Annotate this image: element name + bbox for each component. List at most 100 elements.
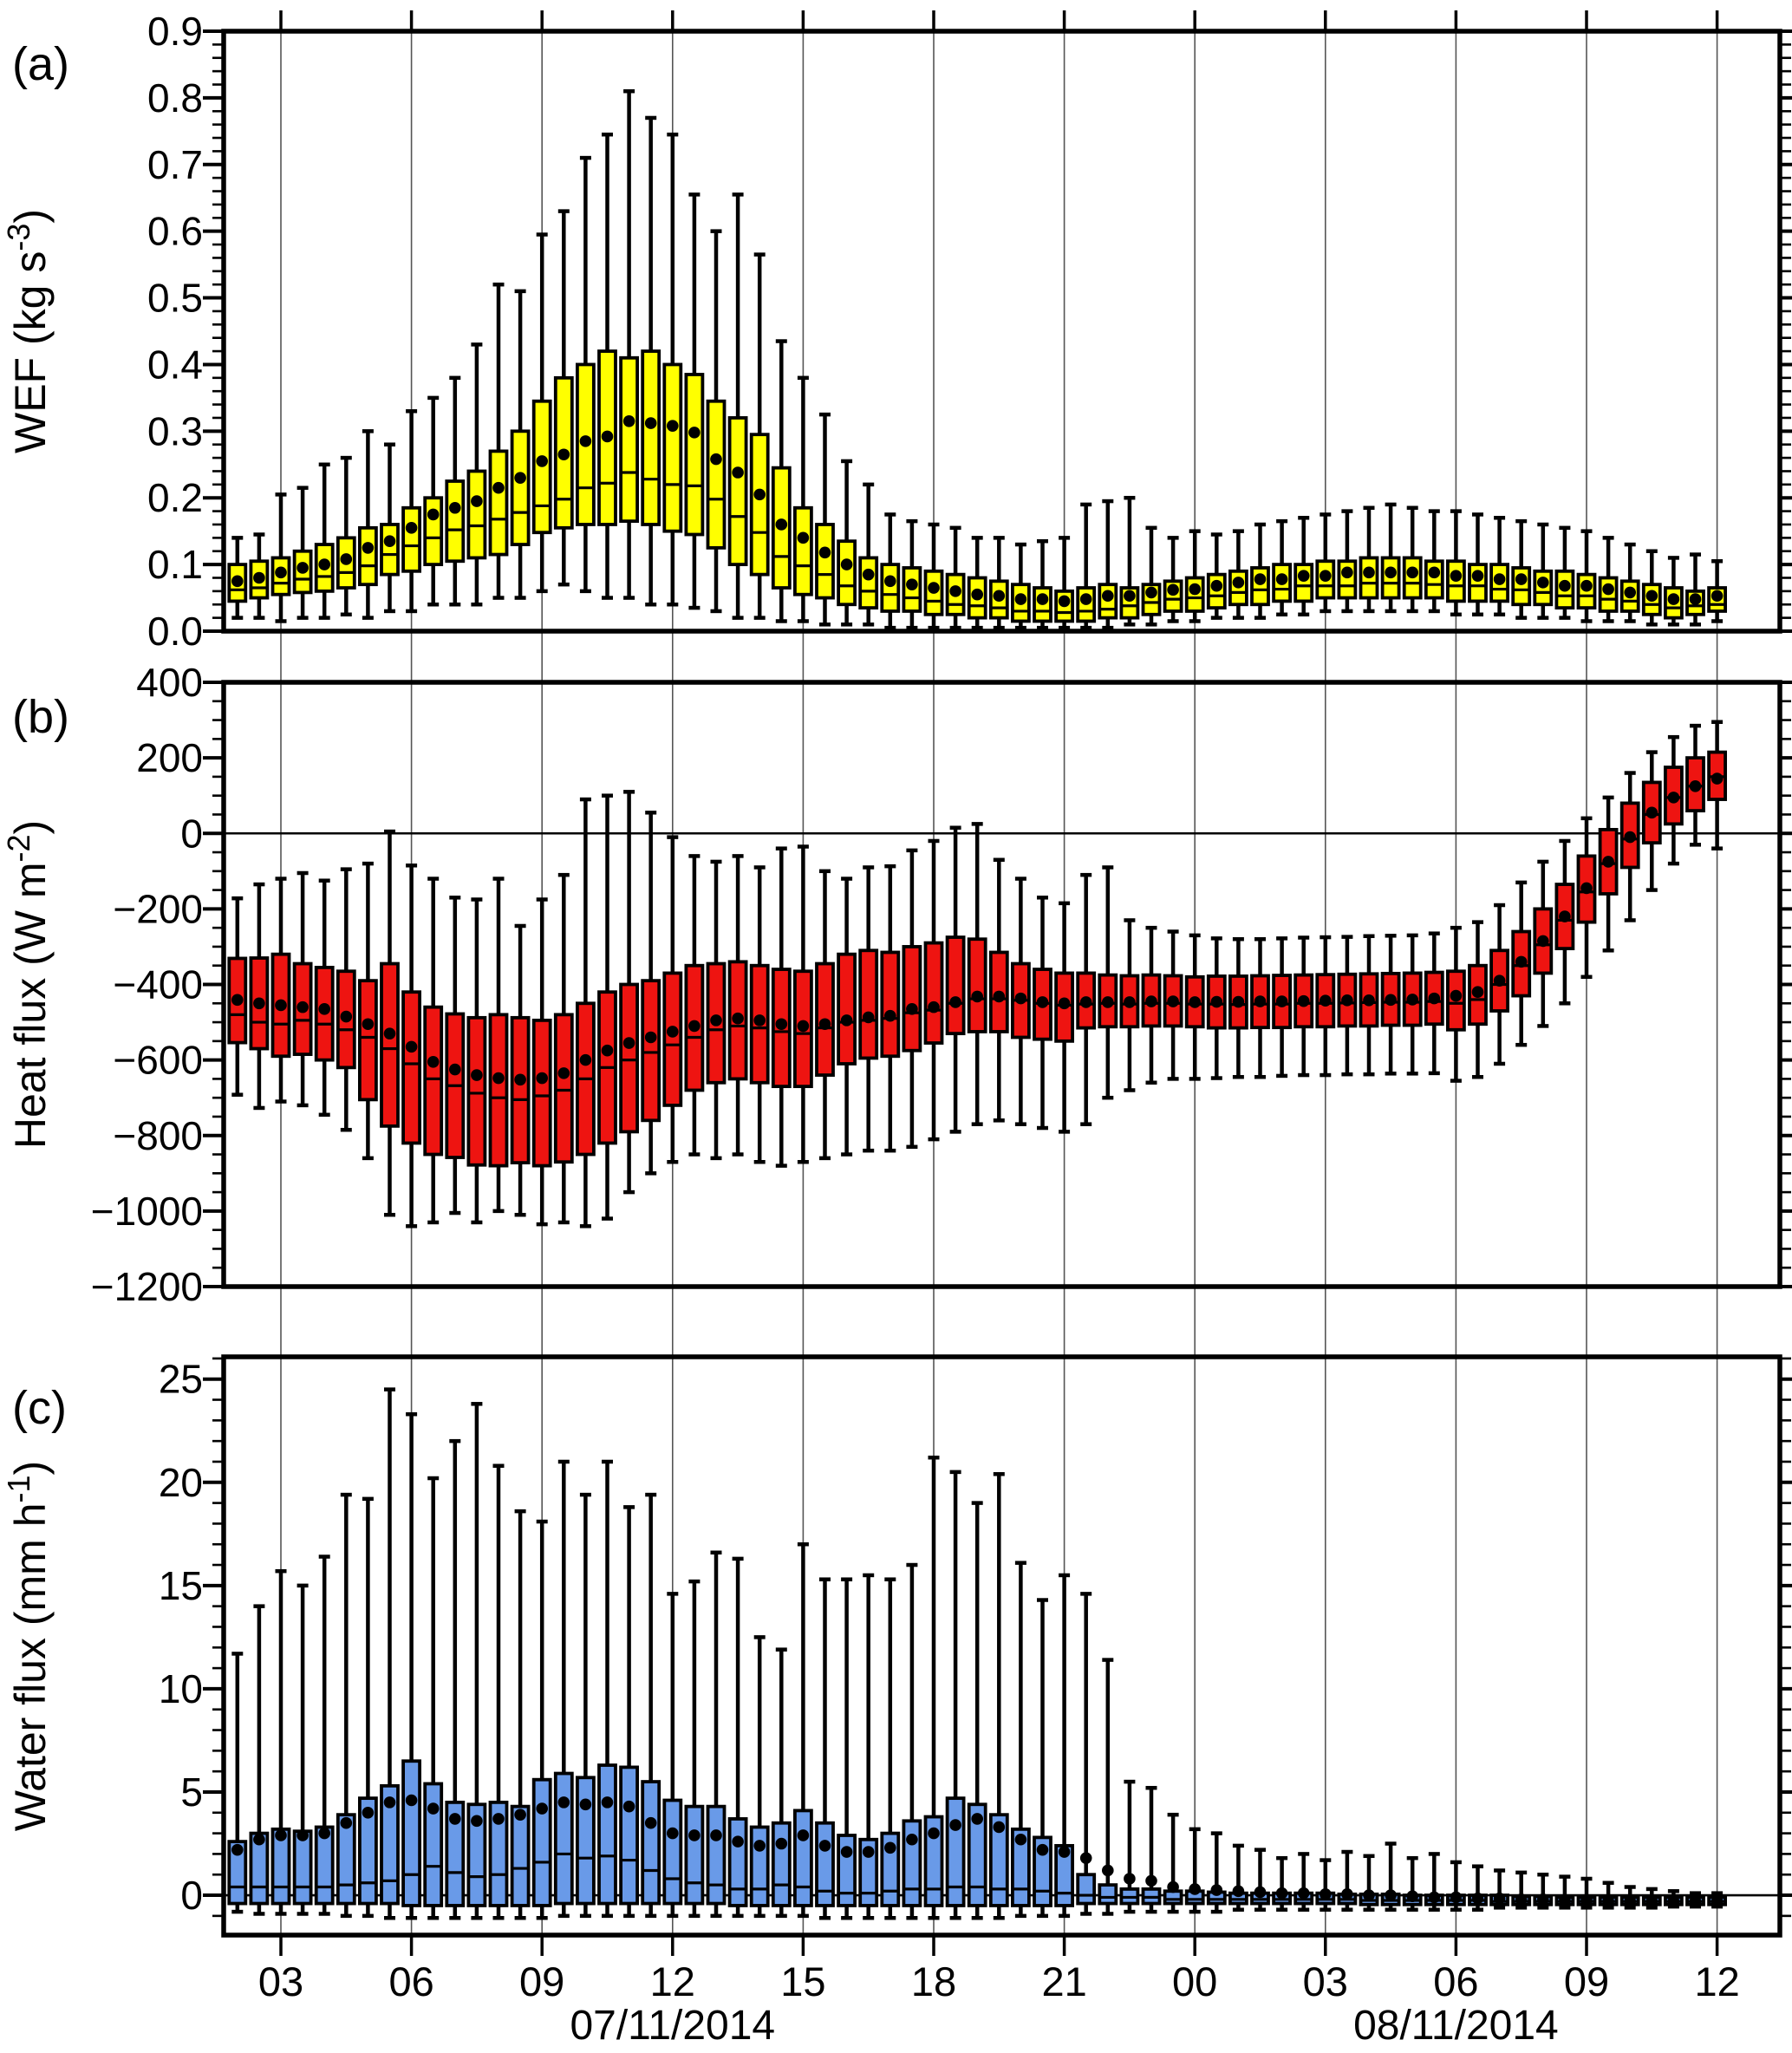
panel-a-box-31 — [902, 518, 922, 630]
panel-c-box-8 — [401, 1411, 422, 1920]
panel-c-box-25 — [771, 1647, 792, 1919]
panel-b-box-66 — [1664, 734, 1684, 866]
panel-a-box-66 — [1664, 556, 1684, 627]
panel-c-box-64 — [1619, 1885, 1640, 1910]
panel-b-box-61 — [1554, 838, 1575, 1006]
panel-a-box-45 — [1206, 532, 1227, 620]
panel-a-box-52 — [1359, 505, 1379, 614]
panel-a-ytick-label: 0.2 — [147, 475, 203, 520]
panel-a-letter: (a) — [12, 38, 69, 90]
panel-a-box-15 — [553, 209, 574, 587]
panel-b-box-51 — [1337, 935, 1358, 1077]
panel-a-box-36 — [1011, 542, 1031, 630]
panel-b-box-57 — [1468, 920, 1488, 1079]
panel-b-letter: (b) — [12, 691, 69, 743]
panel-a-box-30 — [880, 512, 901, 630]
panel-b-ytick-label: 0 — [180, 811, 203, 856]
panel-c-box-54 — [1402, 1855, 1423, 1912]
panel-a-box-37 — [1033, 538, 1052, 630]
panel-c-box-21 — [684, 1579, 705, 1919]
panel-c-ytick-label: 5 — [180, 1769, 203, 1815]
panel-b-box-28 — [837, 877, 857, 1157]
panel-c-box-59 — [1511, 1870, 1532, 1910]
panel-b-box-46 — [1228, 936, 1248, 1079]
panel-b-box-35 — [988, 857, 1009, 1123]
panel-a-ytick-label: 0.9 — [147, 9, 203, 54]
panel-c-ytick-label: 20 — [159, 1460, 203, 1505]
panel-c-box-41 — [1119, 1779, 1140, 1914]
panel-b-box-54 — [1402, 933, 1423, 1076]
panel-a-box-60 — [1533, 522, 1554, 620]
panel-b-ytick-label: −200 — [113, 886, 203, 931]
panel-c-ytick-label: 10 — [159, 1666, 203, 1711]
panel-c-box-14 — [531, 1519, 552, 1920]
panel-c-box-50 — [1315, 1858, 1336, 1912]
panel-b-box-23 — [727, 854, 748, 1157]
panel-c-box-9 — [423, 1476, 444, 1920]
panel-a-box-35 — [988, 536, 1009, 630]
panel-a-box-7 — [380, 442, 400, 614]
panel-a-box-57 — [1468, 512, 1488, 617]
panel-b-ytick-label: 400 — [136, 660, 203, 705]
panel-c-box-28 — [837, 1577, 857, 1920]
panel-a-box-41 — [1119, 495, 1140, 627]
panel-c-box-10 — [445, 1438, 466, 1920]
x-tick-label: 03 — [258, 1958, 303, 2004]
panel-c-yticks — [203, 1357, 1792, 1918]
panel-a-box-20 — [662, 132, 683, 607]
x-tick-label: 03 — [1303, 1958, 1348, 2004]
panel-b-box-5 — [336, 867, 356, 1132]
panel-c-box-23 — [727, 1556, 748, 1919]
panel-b-box-27 — [815, 869, 835, 1161]
panel-c-box-27 — [815, 1577, 835, 1920]
panel-c-box-62 — [1576, 1876, 1597, 1910]
panel-c-box-4 — [314, 1554, 335, 1916]
panel-a-ytick-label: 0.6 — [147, 209, 203, 254]
panel-c-box-24 — [749, 1635, 770, 1919]
panel-a-box-64 — [1619, 542, 1640, 623]
panel-c-box-20 — [662, 1592, 683, 1919]
panel-c-ytick-label: 25 — [159, 1357, 203, 1402]
panel-c-box-45 — [1206, 1831, 1227, 1914]
panel-c-box-5 — [336, 1492, 356, 1919]
panel-b-box-29 — [858, 865, 879, 1153]
panel-c-box-35 — [988, 1472, 1009, 1920]
panel-c-box-32 — [923, 1455, 944, 1920]
panel-a-box-26 — [793, 375, 813, 623]
panel-a-ytick-label: 0.5 — [147, 276, 203, 321]
panel-a-box-53 — [1380, 502, 1401, 614]
panel-b-box-33 — [945, 825, 966, 1134]
panel-a-ytick-label: 0.8 — [147, 75, 203, 121]
panel-a-box-9 — [423, 395, 444, 607]
panel-a-box-55 — [1424, 509, 1444, 614]
panel-c-box-38 — [1054, 1573, 1074, 1919]
panel-b-box-4 — [314, 878, 335, 1118]
panel-c-box-11 — [466, 1402, 487, 1920]
panel-b-box-0 — [227, 896, 248, 1097]
x-tick-label: 12 — [1694, 1958, 1739, 2004]
panel-c-box-39 — [1076, 1592, 1097, 1916]
panel-c-box-65 — [1641, 1887, 1662, 1910]
panel-b-box-1 — [249, 882, 270, 1111]
panel-b-box-19 — [641, 811, 661, 1176]
panel-a-box-10 — [445, 375, 466, 607]
panel-c-box-42 — [1141, 1785, 1162, 1914]
panel-a-box-2 — [270, 492, 291, 623]
panel-c-box-31 — [902, 1562, 922, 1920]
panel-c-box-66 — [1664, 1889, 1684, 1909]
panel-a: 0.9 0.8 0.7 0.6 0.5 0.4 0.3 0.2 0.1 0.0 (a) WEF (kg… — [1, 9, 1792, 654]
panel-b-ytick-label: −1200 — [91, 1264, 203, 1309]
panel-b-box-9 — [423, 877, 444, 1225]
panel-b-box-3 — [292, 870, 313, 1108]
panel-b-box-32 — [923, 838, 944, 1142]
panel-b-box-25 — [771, 846, 792, 1168]
panel-a-ytick-label: 0.0 — [147, 609, 203, 654]
panel-a-box-28 — [837, 459, 857, 627]
panel-a-box-4 — [314, 462, 335, 620]
panel-b-box-67 — [1685, 723, 1705, 847]
panel-b-box-2 — [270, 877, 291, 1104]
panel-b-ytick-label: −1000 — [91, 1189, 203, 1234]
panel-b-y-axis-title: Heat flux (W m-2) — [1, 820, 55, 1149]
